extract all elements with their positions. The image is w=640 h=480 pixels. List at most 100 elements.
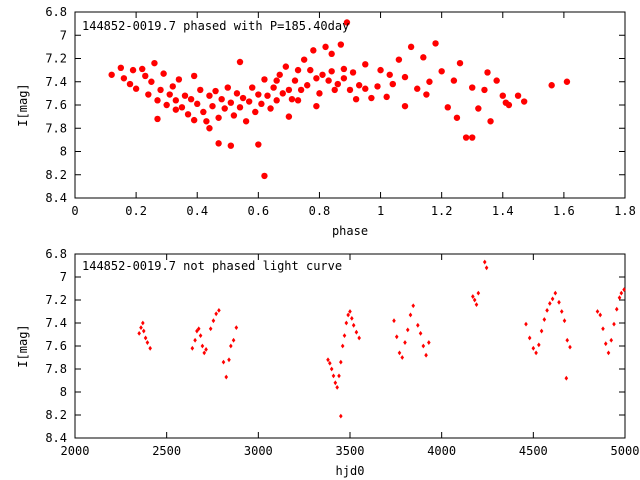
data-point: [206, 92, 213, 99]
light-curve-title: 144852-0019.7 not phased light curve: [82, 259, 342, 273]
data-point: [137, 330, 141, 336]
data-point: [416, 322, 420, 328]
data-point: [476, 290, 481, 296]
y-tick-label: 8.2: [45, 168, 67, 182]
data-point: [423, 91, 430, 98]
data-point: [403, 340, 407, 345]
data-point: [206, 125, 213, 132]
data-point: [420, 54, 427, 61]
data-point: [469, 134, 476, 141]
light-curve-frame: [74, 253, 626, 439]
light-curve-points: [137, 259, 626, 419]
data-point: [337, 373, 341, 379]
data-point: [233, 90, 241, 97]
data-point: [214, 311, 218, 317]
data-point: [400, 355, 405, 360]
data-point: [339, 413, 343, 419]
data-point: [129, 66, 137, 74]
data-point: [438, 68, 445, 75]
data-point: [348, 309, 352, 314]
data-point: [120, 75, 128, 82]
y-tick-label: 7.6: [45, 339, 67, 353]
data-point: [187, 95, 195, 103]
data-point: [193, 337, 197, 343]
data-point: [169, 83, 176, 90]
data-point: [563, 78, 571, 85]
data-point: [221, 359, 226, 365]
data-point: [565, 337, 570, 343]
data-point: [344, 320, 349, 326]
data-point: [462, 134, 470, 141]
data-point: [175, 76, 183, 83]
data-point: [411, 303, 416, 309]
data-point: [279, 90, 286, 97]
data-point: [475, 105, 482, 112]
y-tick-label: 8: [60, 385, 67, 399]
data-point: [151, 59, 158, 67]
x-tick-label: 1: [377, 204, 384, 218]
data-point: [236, 58, 244, 66]
data-point: [450, 77, 458, 84]
data-point: [334, 80, 341, 88]
data-point: [534, 350, 538, 356]
data-point: [194, 100, 201, 108]
data-point: [394, 334, 399, 340]
data-point: [145, 340, 150, 345]
data-point: [374, 83, 381, 90]
data-point: [255, 91, 262, 98]
data-point: [166, 91, 173, 98]
data-point: [310, 47, 317, 54]
data-point: [117, 64, 125, 72]
data-point: [304, 82, 311, 89]
data-point: [527, 335, 532, 341]
data-point: [349, 69, 357, 76]
data-point: [264, 92, 271, 99]
data-point: [160, 70, 167, 77]
phased-plot-ylabel: I[mag]: [16, 83, 30, 126]
light-curve-panel: 2000 2500 3000 3500 4000 4500 5000 6.8 7 7.2 7.4 7.…: [16, 247, 639, 478]
data-point: [346, 312, 350, 318]
data-point: [270, 84, 277, 91]
data-point: [482, 259, 487, 265]
data-point: [172, 106, 180, 113]
x-tick-label: 2500: [152, 444, 181, 458]
data-point: [245, 98, 253, 105]
data-point: [339, 359, 343, 365]
data-point: [300, 56, 308, 63]
data-point: [141, 328, 146, 334]
data-point: [200, 343, 205, 349]
x-tick-label: 0.2: [125, 204, 147, 218]
phased-plot-points: [108, 19, 571, 180]
data-point: [340, 65, 348, 73]
y-tick-label: 8: [60, 145, 67, 159]
data-point: [557, 299, 561, 305]
data-point: [335, 385, 339, 390]
data-point: [548, 82, 555, 89]
data-point: [261, 172, 268, 180]
data-point: [204, 347, 208, 352]
data-point: [212, 87, 219, 95]
data-point: [499, 92, 506, 99]
data-point: [126, 80, 134, 88]
data-point: [288, 95, 296, 103]
data-point: [432, 40, 439, 47]
data-point: [537, 342, 541, 348]
x-tick-label: 2000: [61, 444, 90, 458]
phased-plot-frame: [74, 11, 626, 199]
data-point: [331, 86, 338, 94]
data-point: [224, 84, 231, 91]
data-point: [389, 80, 396, 88]
data-point: [197, 86, 204, 94]
data-point: [276, 71, 283, 78]
data-point: [401, 102, 409, 110]
data-point: [218, 95, 225, 103]
data-point: [190, 345, 195, 351]
data-point: [603, 341, 608, 347]
y-tick-label: 7.8: [45, 121, 67, 135]
data-point: [502, 99, 510, 106]
data-point: [484, 69, 491, 76]
x-tick-label: 4500: [519, 444, 548, 458]
data-point: [617, 295, 622, 301]
data-point: [108, 71, 115, 78]
